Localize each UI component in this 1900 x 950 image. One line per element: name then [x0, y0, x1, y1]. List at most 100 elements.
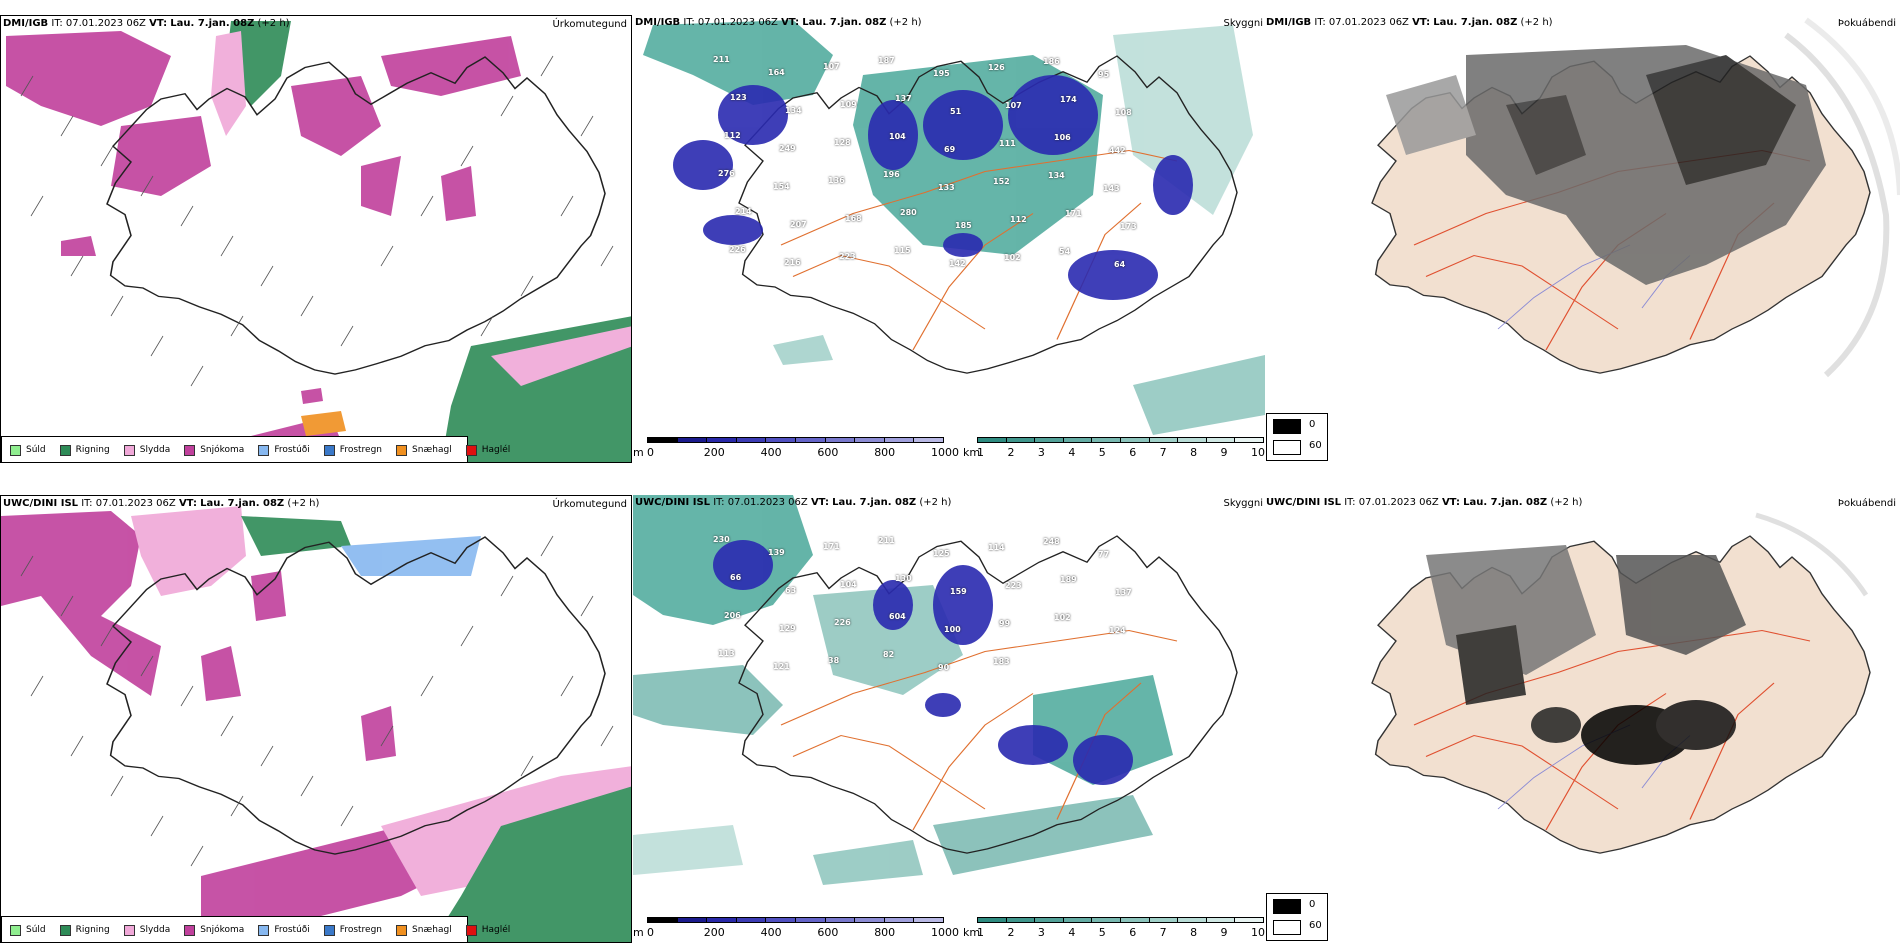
colorbar-tick: 3 [1037, 446, 1045, 459]
colorbar-tick: 600 [817, 446, 839, 459]
visibility-value-label: 216 [784, 258, 801, 267]
colorbar-tick: 6 [1129, 446, 1137, 459]
colorbar-segment [1234, 437, 1264, 443]
colorbar-tick: 4 [1068, 926, 1076, 939]
visibility-value-label: 211 [878, 536, 895, 545]
visibility-value-label: 133 [938, 183, 955, 192]
visibility-value-label: 196 [883, 170, 900, 179]
fog-legend-row1: 0 60 [1266, 413, 1328, 461]
colorbar-segment [824, 437, 856, 443]
colorbar-tick: 800 [874, 446, 896, 459]
visibility-value-label: 112 [1010, 215, 1027, 224]
visibility-value-label: 125 [933, 549, 950, 558]
visibility-value-label: 54 [1059, 247, 1071, 256]
legend-item-rigning: Rigning [59, 444, 110, 456]
fog-panel-row1: DMI/IGB IT: 07.01.2023 06Z VT: Lau. 7.ja… [1266, 15, 1900, 463]
visibility-value-label: 249 [779, 144, 796, 153]
colorbar-segment [977, 437, 1007, 443]
visibility-value-label: 77 [1098, 550, 1110, 559]
colorbar-segment [1120, 917, 1150, 923]
colorbar-segment [795, 917, 826, 923]
visibility-value-label: 130 [895, 574, 912, 583]
visibility-value-label: 102 [1054, 613, 1071, 622]
visibility-value-label: 189 [1060, 575, 1077, 584]
visibility-header-row2: UWC/DINI ISL IT: 07.01.2023 06Z VT: Lau.… [635, 497, 952, 508]
visibility-value-label: 226 [834, 618, 851, 627]
legend-item-snaehagl: Snæhagl [396, 924, 452, 936]
colorbar-segment [735, 437, 767, 443]
visibility-value-label: 226 [729, 245, 746, 254]
colorbar-segment [1062, 917, 1093, 923]
visibility-value-label: 95 [1098, 70, 1110, 79]
colorbar-tick: 3 [1037, 926, 1045, 939]
visibility-value-label: 64 [1114, 260, 1126, 269]
visibility-panel-row2: UWC/DINI ISL IT: 07.01.2023 06Z VT: Lau.… [633, 495, 1265, 943]
legend-item-frostregn: Frostregn [323, 444, 382, 456]
colorbar-segment [1091, 917, 1121, 923]
visibility-value-label: 142 [949, 259, 966, 268]
fog-map-row2 [1371, 512, 1871, 854]
colorbar-tick: 200 [703, 446, 725, 459]
legend-item-snaehagl: Snæhagl [396, 444, 452, 456]
visibility-value-label: 123 [730, 93, 747, 102]
visibility-value-label: 171 [823, 542, 840, 551]
colorbar-segment [883, 917, 915, 923]
colorbar-segment [1177, 917, 1207, 923]
visibility-value-label: 63 [785, 586, 797, 595]
visibility-value-label: 129 [779, 624, 796, 633]
colorbar-unit: m [633, 926, 644, 939]
visibility-header-row1: DMI/IGB IT: 07.01.2023 06Z VT: Lau. 7.ja… [635, 17, 922, 28]
legend-item-sudl: Súld [10, 924, 46, 936]
colorbar-tick: 1000 [931, 926, 959, 939]
colorbar-tick: 6 [1129, 926, 1137, 939]
visibility-value-label: 214 [735, 207, 752, 216]
colorbar-segment [1148, 917, 1179, 923]
colorbar-unit: m [633, 446, 644, 459]
colorbar-segment [1120, 437, 1150, 443]
colorbar-tick: 10 [1251, 926, 1265, 939]
visibility-value-label: 106 [1054, 133, 1071, 142]
visibility-value-label: 280 [900, 208, 917, 217]
colorbar-tick: 200 [703, 926, 725, 939]
colorbar-tick: 2 [1007, 446, 1015, 459]
colorbar-segment [824, 917, 856, 923]
colorbar-tick: 400 [760, 926, 782, 939]
colorbar-segment [1034, 437, 1064, 443]
colorbar-segment [1062, 437, 1093, 443]
visibility-value-label: 276 [718, 169, 735, 178]
visibility-value-label: 114 [988, 543, 1005, 552]
colorbar-tick: 5 [1098, 446, 1106, 459]
legend-item-haglel: Haglél [465, 924, 510, 936]
legend-item-slydda: Slydda [123, 924, 170, 936]
fog-map-row1 [1371, 17, 1900, 378]
visibility-value-label: 51 [950, 107, 962, 116]
visibility-value-label: 128 [834, 138, 851, 147]
colorbar-segment [676, 437, 708, 443]
height-colorbar-row2: m 0 200 400 600 800 1000 [633, 917, 959, 941]
vt-value: Lau. 7.jan. 08Z [170, 18, 255, 29]
visibility-value-label: 137 [895, 94, 912, 103]
colorbar-tick: 1000 [931, 446, 959, 459]
visibility-value-label: 186 [1043, 57, 1060, 66]
colorbar-segment [735, 917, 767, 923]
colorbar-tick: 400 [760, 446, 782, 459]
it-value: 07.01.2023 06Z [65, 18, 146, 29]
visibility-value-label: 154 [773, 182, 790, 191]
precip-header-row2: UWC/DINI ISL IT: 07.01.2023 06Z VT: Lau.… [3, 498, 320, 509]
visibility-value-label: 111 [999, 139, 1016, 148]
legend-item-frostregn: Frostregn [323, 924, 382, 936]
precip-title-row2: Úrkomutegund [552, 499, 627, 510]
visibility-value-label: 207 [790, 220, 807, 229]
precip-header-row1: DMI/IGB IT: 07.01.2023 06Z VT: Lau. 7.ja… [3, 18, 290, 30]
visibility-value-label: 248 [1043, 537, 1060, 546]
colorbar-tick: 0 [647, 926, 654, 939]
visibility-value-label: 112 [724, 131, 741, 140]
colorbar-segment [977, 917, 1007, 923]
visibility-value-label: 211 [713, 55, 730, 64]
visibility-value-label: 100 [944, 625, 961, 634]
lead-time: (+2 h) [257, 18, 290, 29]
colorbar-tick: 7 [1159, 926, 1167, 939]
it-label: IT: [51, 18, 63, 29]
visibility-value-label: 604 [889, 612, 906, 621]
visibility-value-label: 66 [730, 573, 742, 582]
